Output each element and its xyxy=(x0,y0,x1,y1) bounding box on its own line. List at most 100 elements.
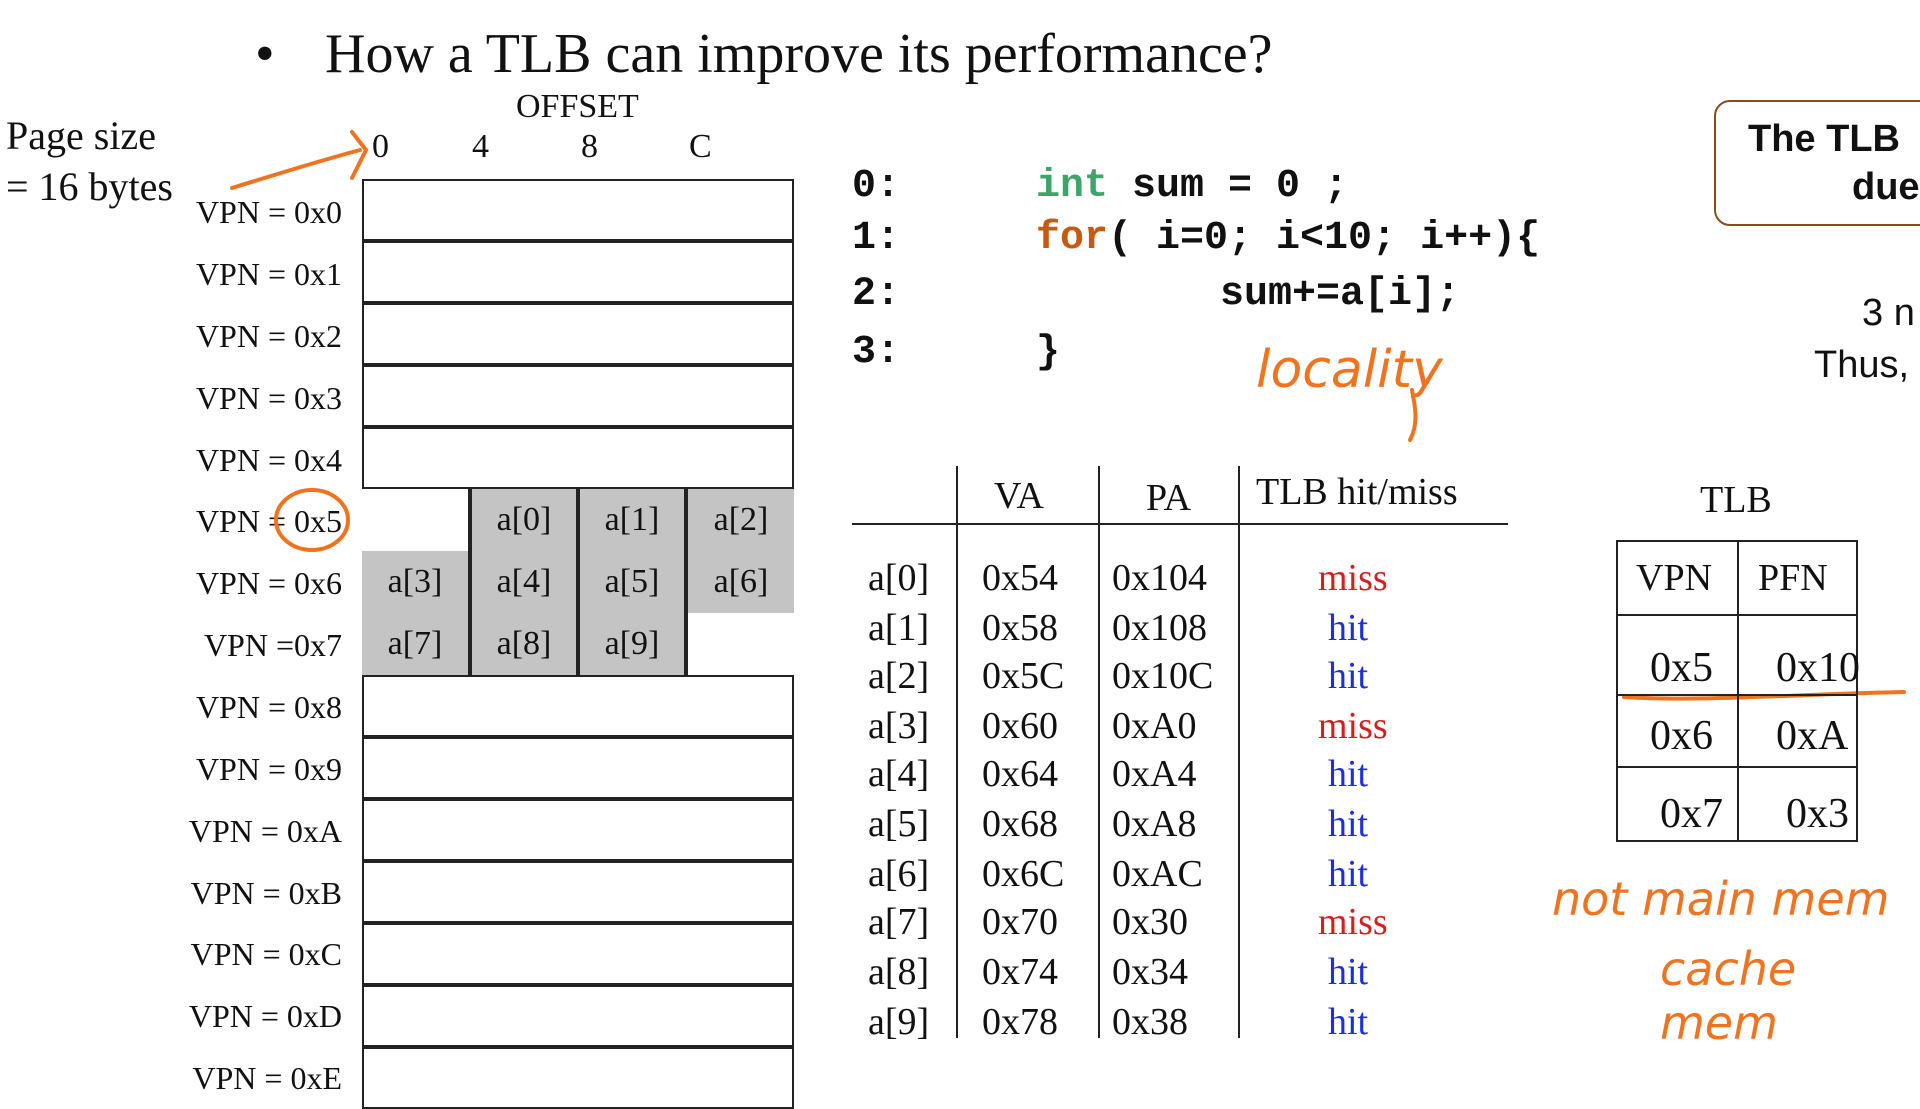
table-cell-element: a[9] xyxy=(868,1001,930,1043)
table-cell-pa: 0x38 xyxy=(1112,1001,1188,1043)
table-cell-va: 0x64 xyxy=(982,753,1058,795)
table-cell-result: hit xyxy=(1328,803,1369,845)
table-cell-result: miss xyxy=(1318,901,1388,943)
table-divider xyxy=(1238,466,1240,1038)
page-row xyxy=(362,737,794,799)
handwritten-note: cache mem xyxy=(1660,942,1797,1050)
array-cell: a[4] xyxy=(470,551,578,613)
tlb-rule xyxy=(1616,614,1858,616)
table-cell-element: a[3] xyxy=(868,705,930,747)
table-cell-result: hit xyxy=(1328,1001,1369,1043)
vpn-label: VPN = 0xC xyxy=(190,936,342,972)
arrow-head-icon xyxy=(350,130,369,180)
vpn-label: VPN = 0xE xyxy=(192,1060,342,1096)
array-cell xyxy=(686,613,794,675)
offset-tick: 0 xyxy=(372,128,389,165)
tlb-cell: 0x6 xyxy=(1650,713,1713,759)
page-row xyxy=(362,861,794,923)
table-cell-va: 0x54 xyxy=(982,557,1058,599)
page-size-label: Page size xyxy=(6,113,156,158)
code-line-number: 0: xyxy=(852,164,901,209)
table-cell-result: hit xyxy=(1328,951,1369,993)
vpn-label: VPN = 0x3 xyxy=(195,380,342,416)
tlb-rule xyxy=(1616,766,1858,768)
tlb-header: PFN xyxy=(1758,557,1828,599)
table-cell-element: a[4] xyxy=(868,753,930,795)
array-cell: a[8] xyxy=(470,613,578,675)
table-cell-pa: 0x30 xyxy=(1112,901,1188,943)
callout-text: due xyxy=(1852,166,1920,208)
tlb-rule xyxy=(1616,694,1858,696)
table-divider xyxy=(1098,466,1100,1038)
page-row xyxy=(362,675,794,737)
table-cell-pa: 0x10C xyxy=(1112,655,1214,697)
offset-label: OFFSET xyxy=(516,88,639,125)
vpn-label: VPN = 0x8 xyxy=(195,689,342,725)
array-cell: a[5] xyxy=(578,551,686,613)
table-cell-pa: 0x34 xyxy=(1112,951,1188,993)
table-cell-element: a[7] xyxy=(868,901,930,943)
code-line-1: for( i=0; i<10; i++){ xyxy=(1036,216,1540,261)
arrow-icon xyxy=(230,148,362,190)
table-cell-element: a[0] xyxy=(868,557,930,599)
vpn-label: VPN = 0x0 xyxy=(195,194,342,230)
tlb-header: VPN xyxy=(1636,557,1713,599)
table-cell-element: a[5] xyxy=(868,803,930,845)
table-cell-va: 0x70 xyxy=(982,901,1058,943)
page-row: a[3] a[4] a[5] a[6] xyxy=(362,551,794,613)
tlb-cell: 0x3 xyxy=(1786,791,1849,837)
underline-mark-icon xyxy=(1622,690,1906,701)
array-cell: a[6] xyxy=(686,551,794,613)
array-cell: a[2] xyxy=(686,489,794,551)
table-cell-va: 0x78 xyxy=(982,1001,1058,1043)
table-cell-element: a[6] xyxy=(868,853,930,895)
array-cell xyxy=(362,489,470,551)
circle-mark-icon xyxy=(274,488,350,552)
code-text: sum = 0 ; xyxy=(1108,164,1349,209)
table-cell-va: 0x58 xyxy=(982,607,1058,649)
vpn-label: VPN = 0xD xyxy=(188,998,342,1034)
table-cell-result: hit xyxy=(1328,607,1369,649)
page-row xyxy=(362,985,794,1047)
table-cell-element: a[1] xyxy=(868,607,930,649)
table-header-rule xyxy=(852,523,1508,525)
offset-tick: C xyxy=(689,128,712,165)
table-cell-pa: 0xAC xyxy=(1112,853,1203,895)
page-row xyxy=(362,427,794,489)
tlb-cell: 0x5 xyxy=(1650,645,1713,691)
code-line-0: int sum = 0 ; xyxy=(1036,164,1348,209)
code-line-number: 1: xyxy=(852,216,901,261)
table-header: PA xyxy=(1146,477,1192,519)
code-text: ( i=0; i<10; i++){ xyxy=(1108,216,1541,261)
page-row: a[7] a[8] a[9] xyxy=(362,613,794,675)
table-cell-result: hit xyxy=(1328,753,1369,795)
table-cell-result: hit xyxy=(1328,655,1369,697)
table-cell-va: 0x5C xyxy=(982,655,1065,697)
table-cell-pa: 0x104 xyxy=(1112,557,1207,599)
callout-box xyxy=(1714,100,1920,226)
vpn-label: VPN =0x7 xyxy=(203,627,342,663)
vpn-label: VPN = 0x6 xyxy=(195,565,342,601)
array-cell: a[7] xyxy=(362,613,470,675)
array-cell: a[0] xyxy=(470,489,578,551)
table-cell-element: a[8] xyxy=(868,951,930,993)
page-row xyxy=(362,303,794,365)
table-cell-va: 0x6C xyxy=(982,853,1065,895)
table-header: TLB hit/miss xyxy=(1256,471,1458,513)
table-cell-result: miss xyxy=(1318,705,1388,747)
vpn-label: VPN = 0xB xyxy=(190,875,342,911)
tlb-cell: 0xA xyxy=(1776,713,1849,759)
page-size-value: = 16 bytes xyxy=(6,164,173,209)
vpn-label: VPN = 0x9 xyxy=(195,751,342,787)
table-cell-va: 0x68 xyxy=(982,803,1058,845)
table-cell-va: 0x60 xyxy=(982,705,1058,747)
code-keyword: for xyxy=(1036,216,1109,261)
table-cell-result: miss xyxy=(1318,557,1388,599)
vpn-label: VPN = 0x2 xyxy=(195,318,342,354)
table-cell-pa: 0x108 xyxy=(1112,607,1207,649)
tlb-divider xyxy=(1737,540,1739,842)
tlb-title: TLB xyxy=(1700,479,1772,521)
table-cell-pa: 0xA8 xyxy=(1112,803,1197,845)
code-type: int xyxy=(1036,164,1109,209)
